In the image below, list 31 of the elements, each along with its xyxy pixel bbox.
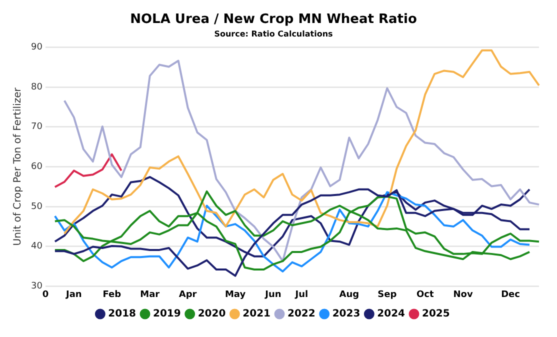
y-tick-label: 60 xyxy=(31,162,43,172)
x-tick-label: Oct xyxy=(416,290,434,300)
chart-subtitle: Source: Ratio Calculations xyxy=(214,29,334,38)
legend-label: 2022 xyxy=(288,308,316,320)
y-tick-label: 40 xyxy=(31,242,43,252)
x-tick-label: Mar xyxy=(140,290,160,300)
x-tick-label: Jan xyxy=(65,290,82,300)
y-tick-label: 50 xyxy=(31,202,43,212)
legend-label: 2018 xyxy=(108,308,136,320)
y-tick-label: 80 xyxy=(31,82,43,92)
x-tick-label: Nov xyxy=(453,290,473,300)
legend-label: 2019 xyxy=(153,308,181,320)
x-tick-label: Apr xyxy=(178,290,198,300)
x-tick-label: Feb xyxy=(102,290,122,300)
y-tick-label: 90 xyxy=(31,42,43,53)
legend-label: 2024 xyxy=(377,308,406,320)
y-tick-label: 30 xyxy=(31,282,43,292)
y-tick-label: 70 xyxy=(31,122,43,132)
legend-label: 2020 xyxy=(198,308,226,320)
x-tick-label: Jun xyxy=(264,290,282,300)
legend-label: 2021 xyxy=(242,308,271,320)
legend-label: 2023 xyxy=(332,308,360,320)
y-axis-title: Unit of Crop Per Ton of Fertilizer xyxy=(12,86,24,246)
legend-label: 2025 xyxy=(422,308,450,320)
x-tick-label: Jul xyxy=(294,290,308,300)
x-tick-label: 0 xyxy=(42,290,49,300)
x-tick-label: Sep xyxy=(378,290,398,300)
chart-title: NOLA Urea / New Crop MN Wheat Ratio xyxy=(130,12,417,28)
x-tick-label: Aug xyxy=(339,290,360,300)
x-tick-label: May xyxy=(224,290,246,300)
x-tick-label: Dec xyxy=(501,290,520,300)
